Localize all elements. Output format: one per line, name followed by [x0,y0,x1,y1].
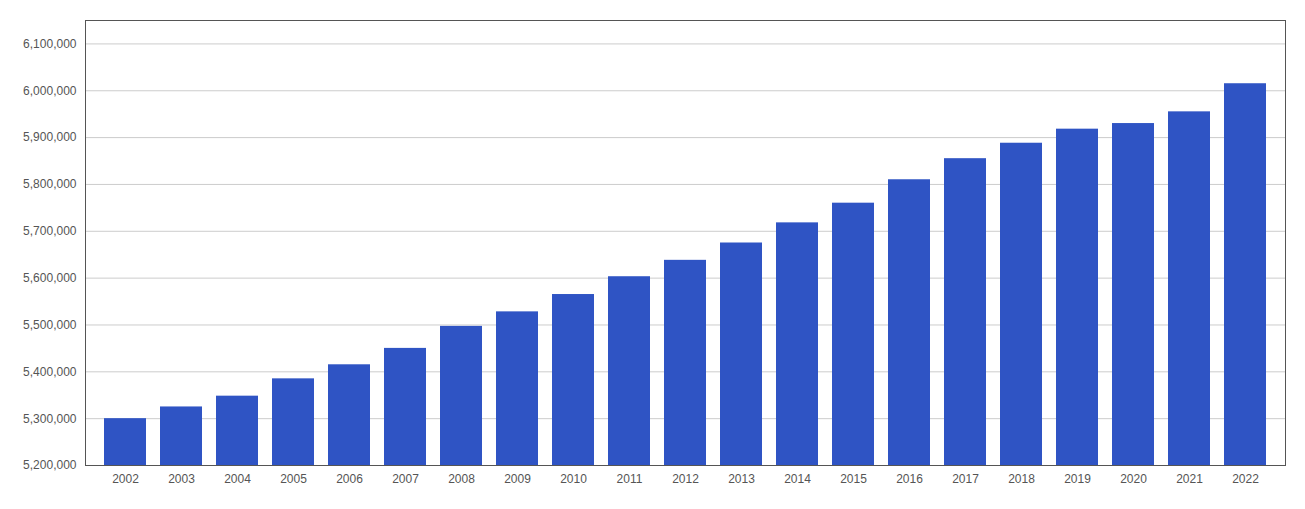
svg-text:2003: 2003 [168,472,195,486]
svg-text:2020: 2020 [1120,472,1147,486]
svg-text:5,700,000: 5,700,000 [23,224,77,238]
svg-text:2022: 2022 [1232,472,1259,486]
svg-text:2013: 2013 [728,472,755,486]
svg-text:2011: 2011 [617,472,643,486]
svg-text:5,600,000: 5,600,000 [23,271,77,285]
svg-text:2016: 2016 [896,472,923,486]
svg-text:5,900,000: 5,900,000 [23,130,77,144]
svg-text:5,400,000: 5,400,000 [23,365,77,379]
svg-text:2015: 2015 [840,472,867,486]
svg-text:2014: 2014 [784,472,811,486]
svg-text:2005: 2005 [280,472,307,486]
svg-text:5,300,000: 5,300,000 [23,411,77,425]
svg-text:2012: 2012 [672,472,699,486]
svg-text:2010: 2010 [560,472,587,486]
svg-text:2002: 2002 [112,472,139,486]
svg-text:6,000,000: 6,000,000 [23,84,77,98]
svg-text:5,500,000: 5,500,000 [23,318,77,332]
svg-text:2018: 2018 [1008,472,1035,486]
svg-text:2007: 2007 [392,472,419,486]
svg-text:2006: 2006 [336,472,363,486]
svg-text:2019: 2019 [1064,472,1091,486]
svg-text:5,800,000: 5,800,000 [23,177,77,191]
svg-text:2021: 2021 [1176,472,1203,486]
svg-text:2009: 2009 [504,472,531,486]
svg-text:5,200,000: 5,200,000 [23,458,77,472]
svg-text:2008: 2008 [448,472,475,486]
svg-text:6,100,000: 6,100,000 [23,37,77,51]
svg-text:2004: 2004 [224,472,251,486]
svg-text:2017: 2017 [952,472,979,486]
